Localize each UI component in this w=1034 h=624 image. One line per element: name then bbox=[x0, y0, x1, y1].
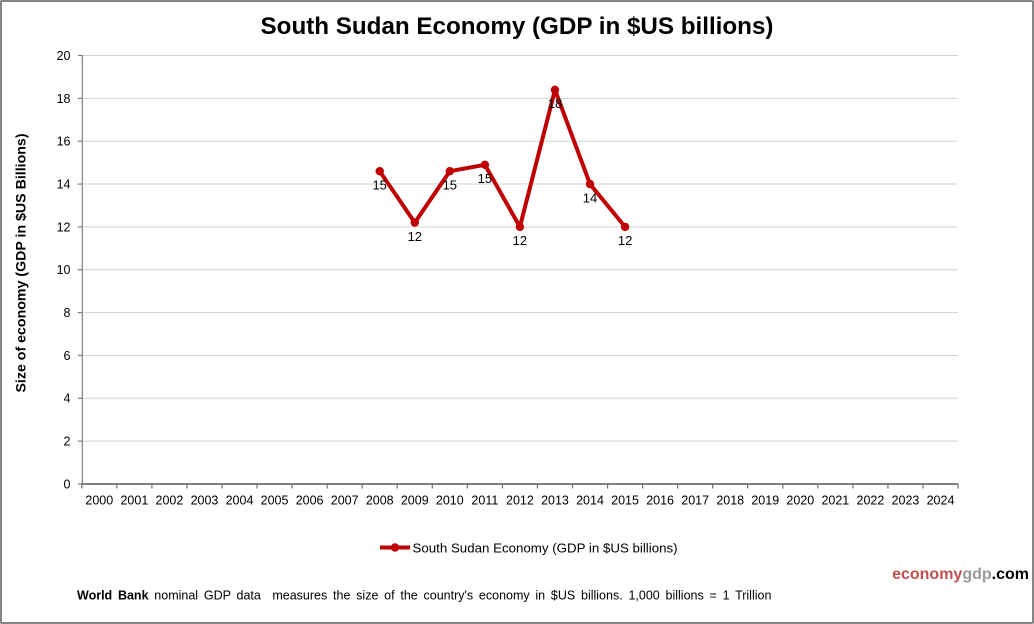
svg-text:15: 15 bbox=[443, 177, 457, 192]
svg-text:14: 14 bbox=[57, 177, 71, 191]
svg-text:2006: 2006 bbox=[296, 494, 324, 508]
svg-text:2015: 2015 bbox=[611, 494, 639, 508]
svg-text:2011: 2011 bbox=[471, 494, 498, 508]
svg-text:Size of economy (GDP in $US Bi: Size of economy (GDP in $US Billions) bbox=[14, 133, 30, 392]
svg-text:2024: 2024 bbox=[927, 494, 955, 508]
svg-text:18: 18 bbox=[548, 96, 562, 111]
svg-text:2018: 2018 bbox=[716, 494, 744, 508]
svg-text:2017: 2017 bbox=[681, 494, 709, 508]
svg-text:8: 8 bbox=[64, 306, 71, 320]
svg-text:4: 4 bbox=[64, 392, 71, 406]
svg-text:2008: 2008 bbox=[366, 494, 394, 508]
svg-text:15: 15 bbox=[372, 177, 386, 192]
svg-text:6: 6 bbox=[64, 349, 71, 363]
svg-text:2007: 2007 bbox=[331, 494, 359, 508]
svg-text:South Sudan Economy (GDP in $U: South Sudan Economy (GDP in $US billions… bbox=[413, 541, 678, 556]
svg-text:15: 15 bbox=[478, 171, 492, 186]
svg-text:World Bank nominal GDP data m: World Bank nominal GDP data measures the… bbox=[77, 589, 771, 603]
svg-text:12: 12 bbox=[57, 220, 71, 234]
svg-text:2009: 2009 bbox=[401, 494, 429, 508]
svg-text:20: 20 bbox=[57, 49, 71, 63]
svg-text:12: 12 bbox=[618, 233, 632, 248]
svg-text:12: 12 bbox=[408, 229, 422, 244]
svg-text:2002: 2002 bbox=[156, 494, 184, 508]
svg-text:2014: 2014 bbox=[576, 494, 604, 508]
svg-text:2: 2 bbox=[64, 435, 71, 449]
svg-text:18: 18 bbox=[57, 92, 71, 106]
svg-text:2019: 2019 bbox=[751, 494, 779, 508]
svg-text:2013: 2013 bbox=[541, 494, 569, 508]
svg-text:2000: 2000 bbox=[85, 494, 113, 508]
svg-text:2012: 2012 bbox=[506, 494, 534, 508]
svg-text:2020: 2020 bbox=[786, 494, 814, 508]
svg-text:14: 14 bbox=[583, 190, 597, 205]
svg-text:2010: 2010 bbox=[436, 494, 464, 508]
svg-text:2004: 2004 bbox=[226, 494, 254, 508]
svg-text:2016: 2016 bbox=[646, 494, 674, 508]
svg-text:2023: 2023 bbox=[892, 494, 920, 508]
svg-text:economygdp.com: economygdp.com bbox=[892, 566, 1029, 583]
svg-text:2021: 2021 bbox=[821, 494, 849, 508]
svg-text:0: 0 bbox=[64, 477, 71, 491]
svg-text:12: 12 bbox=[513, 233, 527, 248]
svg-text:2003: 2003 bbox=[191, 494, 219, 508]
svg-text:16: 16 bbox=[57, 135, 71, 149]
svg-text:10: 10 bbox=[57, 263, 71, 277]
svg-text:2022: 2022 bbox=[857, 494, 885, 508]
svg-text:2005: 2005 bbox=[261, 494, 289, 508]
svg-text:South Sudan Economy (GDP in $U: South Sudan Economy (GDP in $US billions… bbox=[261, 13, 774, 40]
svg-text:2001: 2001 bbox=[120, 494, 148, 508]
